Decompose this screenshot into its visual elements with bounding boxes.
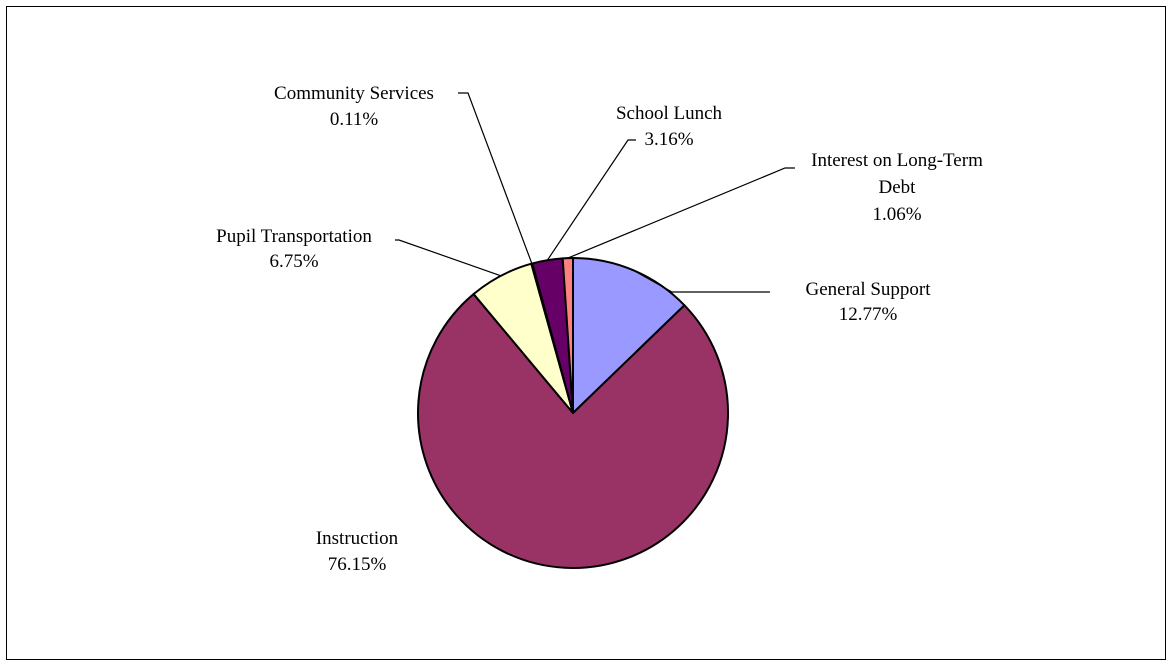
data-labels: General Support 12.77% Instruction 76.15… xyxy=(216,83,983,575)
label-community-services-name: Community Services xyxy=(274,83,434,104)
leader-line-general-support xyxy=(633,269,770,293)
leader-line-school-lunch xyxy=(546,139,636,261)
label-instruction-value: 76.15% xyxy=(328,554,387,575)
label-community-services-value: 0.11% xyxy=(330,109,379,130)
label-school-lunch-name: School Lunch xyxy=(616,103,723,124)
label-general-support-value: 12.77% xyxy=(839,304,898,325)
label-pupil-transportation-name: Pupil Transportation xyxy=(216,226,372,247)
leader-line-pupil-transportation xyxy=(395,239,502,277)
leader-line-interest-on-long-term-debt xyxy=(567,167,795,259)
pie-slice-instruction xyxy=(417,293,729,569)
label-interest-debt-value: 1.06% xyxy=(872,204,921,225)
leader-line-community-services xyxy=(458,92,533,264)
leader-lines xyxy=(395,92,795,293)
label-pupil-transportation-value: 6.75% xyxy=(269,251,318,272)
pie-slice-general-support xyxy=(572,257,686,414)
pie-slices xyxy=(417,256,729,569)
label-interest-debt-name: Interest on Long-Term Debt xyxy=(811,150,983,198)
label-general-support-name: General Support xyxy=(805,279,931,300)
label-school-lunch-value: 3.16% xyxy=(644,129,693,150)
label-instruction-name: Instruction xyxy=(316,528,399,549)
pie-slice-interest-on-long-term-debt xyxy=(561,256,574,414)
